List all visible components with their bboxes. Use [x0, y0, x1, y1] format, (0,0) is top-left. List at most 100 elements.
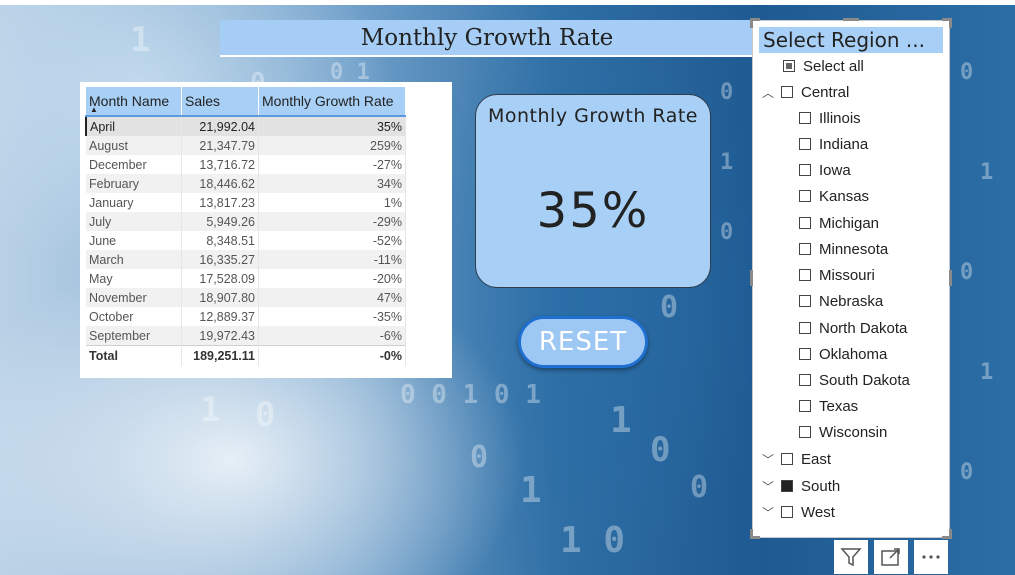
resize-handle[interactable] — [942, 18, 952, 21]
checkbox-checked-icon[interactable] — [781, 480, 793, 492]
checkbox-icon[interactable] — [799, 322, 811, 334]
total-label: Total — [86, 345, 182, 366]
checkbox-icon[interactable] — [781, 506, 793, 518]
cell-growth: 34% — [258, 174, 406, 193]
slicer-item-north-dakota[interactable]: North Dakota — [799, 317, 907, 339]
table-row[interactable]: March 16,335.27 -11% — [86, 250, 406, 269]
card-value: 35% — [536, 183, 650, 239]
slicer-item-label: Texas — [819, 397, 859, 415]
reset-button[interactable]: RESET — [518, 316, 648, 368]
resize-handle[interactable] — [750, 270, 753, 286]
focus-mode-icon[interactable] — [874, 540, 908, 574]
resize-handle[interactable] — [949, 529, 952, 539]
slicer-item-illinois[interactable]: Illinois — [799, 107, 861, 129]
slicer-item-missouri[interactable]: Missouri — [799, 264, 875, 286]
checkbox-icon[interactable] — [799, 348, 811, 360]
table-row[interactable]: June 8,348.51 -52% — [86, 231, 406, 250]
resize-handle[interactable] — [949, 270, 952, 286]
more-options-icon[interactable] — [914, 540, 948, 574]
sales-table-visual[interactable]: Month Name ▲ Sales Monthly Growth Rate Ap… — [80, 82, 452, 378]
table-row[interactable]: April 21,992.04 35% — [85, 116, 406, 136]
region-slicer[interactable]: Select Region ... Select all ︿ Central Il… — [752, 20, 950, 538]
slicer-item-minnesota[interactable]: Minnesota — [799, 238, 888, 260]
slicer-item-label: South — [801, 477, 841, 495]
chevron-down-icon[interactable]: ﹀ — [761, 452, 774, 467]
resize-handle[interactable] — [942, 536, 952, 539]
column-header-sales[interactable]: Sales — [181, 87, 259, 117]
checkbox-icon[interactable] — [799, 112, 811, 124]
chevron-up-icon[interactable]: ︿ — [761, 85, 774, 100]
cell-sales: 17,528.09 — [181, 269, 259, 288]
slicer-item-label: Michigan — [819, 214, 880, 232]
checkbox-icon[interactable] — [799, 138, 811, 150]
cell-month: December — [86, 155, 182, 174]
slicer-group-south[interactable]: ﹀ South — [761, 475, 840, 497]
chevron-down-icon[interactable]: ﹀ — [761, 505, 774, 520]
slicer-group-central[interactable]: ︿ Central — [761, 81, 849, 103]
cell-sales: 18,907.80 — [181, 288, 259, 307]
slicer-item-iowa[interactable]: Iowa — [799, 159, 851, 181]
table-row[interactable]: December 13,716.72 -27% — [86, 155, 406, 174]
chevron-down-icon[interactable]: ﹀ — [761, 479, 774, 494]
checkbox-icon[interactable] — [799, 190, 811, 202]
slicer-item-texas[interactable]: Texas — [799, 395, 858, 417]
checkbox-icon[interactable] — [799, 426, 811, 438]
checkbox-icon[interactable] — [799, 400, 811, 412]
cell-growth: -11% — [258, 250, 406, 269]
slicer-item-label: North Dakota — [819, 319, 908, 337]
table-row[interactable]: November 18,907.80 47% — [86, 288, 406, 307]
slicer-group-east[interactable]: ﹀ East — [761, 448, 831, 470]
checkbox-icon[interactable] — [799, 374, 811, 386]
cell-month: October — [86, 307, 182, 326]
cell-month: May — [86, 269, 182, 288]
column-header-month[interactable]: Month Name ▲ — [86, 87, 182, 117]
slicer-group-west[interactable]: ﹀ West — [761, 501, 835, 523]
checkbox-icon[interactable] — [781, 86, 793, 98]
checkbox-partial-icon[interactable] — [783, 60, 795, 72]
slicer-item-oklahoma[interactable]: Oklahoma — [799, 343, 887, 365]
resize-handle[interactable] — [750, 536, 760, 539]
checkbox-icon[interactable] — [799, 217, 811, 229]
sort-ascending-icon: ▲ — [90, 105, 98, 114]
resize-handle[interactable] — [750, 18, 753, 28]
resize-handle[interactable] — [843, 18, 859, 21]
slicer-item-wisconsin[interactable]: Wisconsin — [799, 421, 887, 443]
checkbox-icon[interactable] — [781, 453, 793, 465]
filter-icon[interactable] — [834, 540, 868, 574]
checkbox-icon[interactable] — [799, 243, 811, 255]
cell-sales: 8,348.51 — [181, 231, 259, 250]
slicer-item-label: Wisconsin — [819, 423, 888, 441]
table-row[interactable]: October 12,889.37 -35% — [86, 307, 406, 326]
growth-rate-card: Monthly Growth Rate 35% — [475, 94, 711, 288]
cell-growth: 35% — [258, 116, 406, 136]
resize-handle[interactable] — [949, 18, 952, 28]
table-row[interactable]: July 5,949.26 -29% — [86, 212, 406, 231]
slicer-item-michigan[interactable]: Michigan — [799, 212, 879, 234]
table-row[interactable]: September 19,972.43 -6% — [86, 326, 406, 346]
slicer-item-label: Select all — [803, 57, 864, 75]
cell-sales: 19,972.43 — [181, 326, 259, 346]
resize-handle[interactable] — [750, 529, 753, 539]
slicer-item-kansas[interactable]: Kansas — [799, 185, 869, 207]
slicer-item-label: Minnesota — [819, 240, 889, 258]
slicer-item-nebraska[interactable]: Nebraska — [799, 290, 883, 312]
table-row[interactable]: August 21,347.79 259% — [86, 136, 406, 155]
slicer-item-label: Illinois — [819, 109, 861, 127]
top-edge — [0, 0, 1015, 5]
slicer-item-south-dakota[interactable]: South Dakota — [799, 369, 910, 391]
slicer-item-indiana[interactable]: Indiana — [799, 133, 868, 155]
table-row[interactable]: February 18,446.62 34% — [86, 174, 406, 193]
slicer-item-label: Iowa — [819, 161, 851, 179]
resize-handle[interactable] — [750, 18, 760, 21]
table-header-row: Month Name ▲ Sales Monthly Growth Rate — [86, 87, 406, 117]
cell-sales: 12,889.37 — [181, 307, 259, 326]
column-header-growth[interactable]: Monthly Growth Rate — [258, 87, 406, 117]
checkbox-icon[interactable] — [799, 295, 811, 307]
slicer-item-label: East — [801, 450, 832, 468]
slicer-item-label: Central — [801, 83, 850, 101]
slicer-item-select-all[interactable]: Select all — [783, 55, 864, 77]
table-row[interactable]: January 13,817.23 1% — [86, 193, 406, 212]
table-row[interactable]: May 17,528.09 -20% — [86, 269, 406, 288]
checkbox-icon[interactable] — [799, 269, 811, 281]
checkbox-icon[interactable] — [799, 164, 811, 176]
